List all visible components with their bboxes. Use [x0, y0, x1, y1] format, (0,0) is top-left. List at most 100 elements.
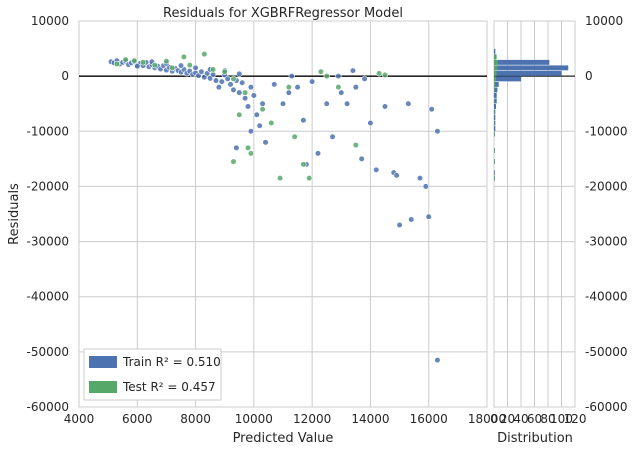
train-point [428, 106, 435, 113]
histogram-y-tick-label: 0 [585, 69, 593, 83]
train-point [215, 84, 222, 91]
train-point [218, 78, 225, 85]
histogram-train-bar [494, 115, 496, 120]
histogram-x-tick-label: 0 [490, 412, 498, 426]
main-plot-area [78, 20, 488, 408]
x-tick-label: 4000 [64, 412, 95, 426]
train-point [294, 84, 301, 91]
test-point [381, 71, 389, 79]
train-point [361, 75, 368, 82]
histogram-train-bar [494, 70, 562, 76]
histogram-test-bar [494, 65, 498, 71]
test-point [352, 141, 359, 149]
test-point [317, 68, 324, 75]
test-point [300, 161, 307, 168]
x-tick-label: 8000 [180, 412, 211, 426]
train-point [244, 103, 252, 110]
histogram-train-bar [494, 104, 497, 109]
histogram-y-tick-label: -20000 [585, 179, 628, 193]
train-point [396, 221, 403, 229]
test-point [276, 175, 284, 182]
train-point [329, 133, 336, 140]
histogram-test-bar [494, 59, 499, 65]
histogram-y-tick-label: -40000 [585, 290, 628, 304]
train-point [134, 63, 141, 70]
histogram-x-tick-label: 100 [550, 412, 573, 426]
histogram-test-bar [494, 109, 495, 115]
x-tick-label: 12000 [293, 412, 331, 426]
histogram-x-tick-label: 20 [500, 412, 515, 426]
histogram-test-bar [494, 120, 495, 126]
histogram-test-bar [494, 159, 495, 165]
test-point [131, 57, 138, 64]
train-point [262, 139, 269, 146]
train-point [393, 172, 400, 179]
y-tick-label: -30000 [26, 235, 69, 249]
train-point [250, 92, 257, 99]
test-point [180, 53, 188, 60]
train-point [279, 100, 287, 107]
histogram-test-bar [494, 70, 497, 76]
train-point [271, 81, 278, 88]
histogram-train-bar [494, 76, 521, 82]
train-point [288, 73, 295, 80]
train-point [352, 84, 359, 91]
histogram-train-bar [494, 59, 550, 65]
train-point [335, 73, 342, 80]
train-point [212, 77, 220, 84]
train-point [422, 183, 429, 190]
histogram-test-bar [494, 148, 495, 154]
test-point [291, 133, 298, 140]
train-point [259, 100, 266, 107]
x-tick-label: 18000 [468, 412, 506, 426]
y-tick-label: -50000 [26, 345, 69, 359]
test-point [230, 158, 237, 165]
histogram-x-axis-label: Distribution [497, 431, 573, 446]
histogram-y-tick-label: -10000 [585, 124, 628, 138]
train-point [227, 81, 234, 88]
train-point [247, 84, 255, 91]
legend-test-swatch [89, 381, 117, 393]
train-point [367, 119, 374, 127]
test-point [247, 150, 255, 157]
x-tick-labels: 4000 6000 8000 10000 12000 14000 16000 18000 [64, 412, 506, 426]
train-point [239, 79, 246, 86]
x-axis-label: Predicted Value [233, 431, 334, 446]
histogram-test-bar [494, 87, 495, 93]
histogram-test-bar [494, 81, 496, 87]
train-point [344, 100, 351, 107]
test-point [209, 66, 217, 73]
histogram-y-tick-label: -30000 [585, 235, 628, 249]
test-point [151, 62, 158, 69]
y-tick-label: -20000 [26, 179, 69, 193]
legend-test-label: Test R² = 0.457 [122, 380, 216, 394]
histogram-y-tick-label: -50000 [585, 345, 628, 359]
train-point [408, 216, 415, 223]
train-point [338, 89, 345, 96]
train-point [416, 175, 424, 182]
y-tick-label: -60000 [26, 400, 69, 414]
train-point [349, 67, 357, 74]
histogram-train-bar [494, 126, 496, 131]
train-point [309, 78, 316, 85]
chart-title: Residuals for XGBRFRegressor Model [163, 6, 403, 21]
y-tick-label: -40000 [26, 290, 69, 304]
test-point [236, 111, 243, 118]
test-point [268, 119, 275, 127]
train-point [236, 89, 243, 96]
train-point [236, 70, 243, 78]
test-point [285, 84, 292, 91]
histogram-test-bar [494, 175, 495, 181]
y-tick-label: 0 [61, 69, 69, 83]
test-point [244, 144, 252, 151]
histogram-test-bar [494, 98, 495, 104]
x-tick-label: 10000 [235, 412, 273, 426]
test-point [242, 89, 249, 96]
histogram-test-bar [494, 54, 497, 60]
train-point [373, 166, 380, 173]
test-point [335, 84, 342, 91]
histogram-x-tick-label: 40 [513, 412, 528, 426]
x-tick-label: 14000 [351, 412, 389, 426]
